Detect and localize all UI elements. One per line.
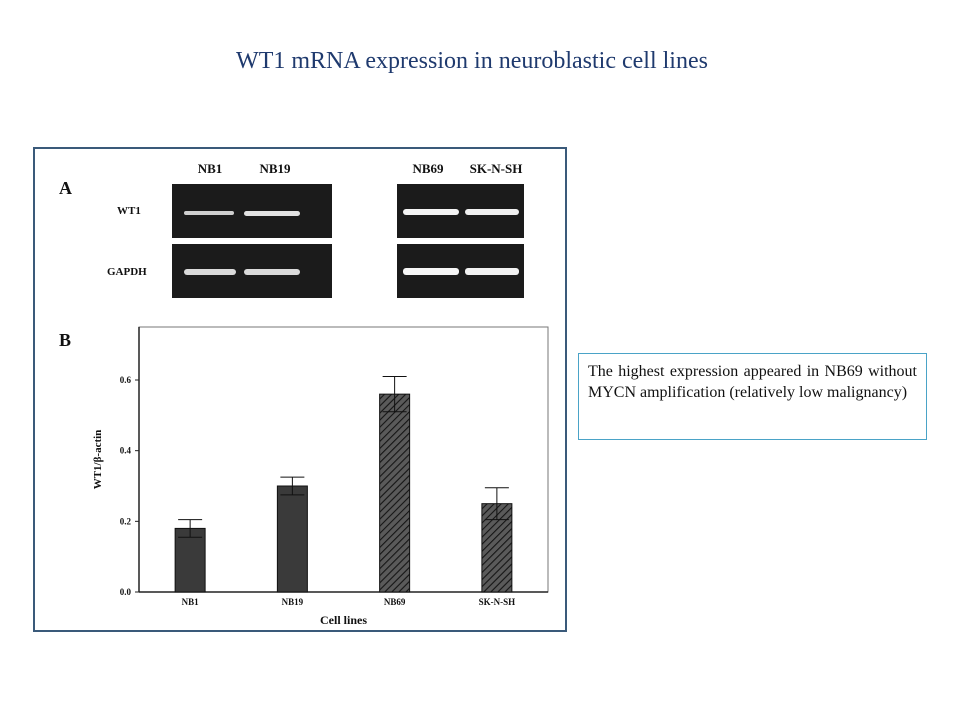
- y-axis-label: WT1/β-actin: [92, 430, 104, 490]
- x-tick-label-nb19: NB19: [282, 597, 304, 607]
- x-axis-label: Cell lines: [320, 613, 367, 627]
- lane-label-sknsh: SK-N-SH: [469, 161, 523, 176]
- gel-gapdh-left: [172, 244, 332, 298]
- y-tick-label-2: 0.4: [120, 446, 132, 456]
- slide-title: WT1 mRNA expression in neuroblastic cell…: [236, 48, 708, 74]
- band-gapdh-nb1: [184, 269, 236, 275]
- gel-wt1-right: [397, 184, 524, 238]
- y-tick-label-3: 0.6: [120, 375, 132, 385]
- lane-label-nb69: NB69: [412, 161, 444, 176]
- figure-panel: A NB1 NB19 NB69 SK-N-SH WT1 GAPDH B 0.0 0…: [33, 147, 567, 632]
- band-wt1-nb69: [403, 209, 459, 215]
- band-wt1-sknsh: [465, 209, 519, 215]
- y-tick-label-1: 0.2: [120, 516, 132, 526]
- gel-wt1-left: [172, 184, 332, 238]
- row-label-gapdh: GAPDH: [107, 266, 147, 278]
- x-tick-label-sk-n-sh: SK-N-SH: [479, 597, 516, 607]
- note-box: The highest expression appeared in NB69 …: [578, 353, 927, 440]
- x-tick-label-nb1: NB1: [182, 597, 200, 607]
- gel-gapdh-right: [397, 244, 524, 298]
- panel-b-letter: B: [59, 330, 72, 350]
- bar-chart: 0.0 0.2 0.4 0.6 WT1/β-actin Cell lines NB1 NB19…: [92, 326, 549, 627]
- bar-nb19: [276, 485, 308, 593]
- x-tick-label-nb69: NB69: [384, 597, 406, 607]
- row-label-wt1: WT1: [117, 205, 141, 217]
- y-tick-label-0: 0.0: [120, 587, 132, 597]
- band-gapdh-nb69: [403, 268, 459, 275]
- bar-nb1: [174, 527, 206, 593]
- bar-nb69: [379, 393, 411, 593]
- lane-label-nb1: NB1: [197, 161, 223, 176]
- lane-label-nb19: NB19: [259, 161, 291, 176]
- panel-a-letter: A: [59, 178, 72, 198]
- band-gapdh-sknsh: [465, 268, 519, 275]
- band-wt1-nb1: [184, 211, 234, 215]
- band-gapdh-nb19: [244, 269, 300, 275]
- band-wt1-nb19: [244, 211, 300, 216]
